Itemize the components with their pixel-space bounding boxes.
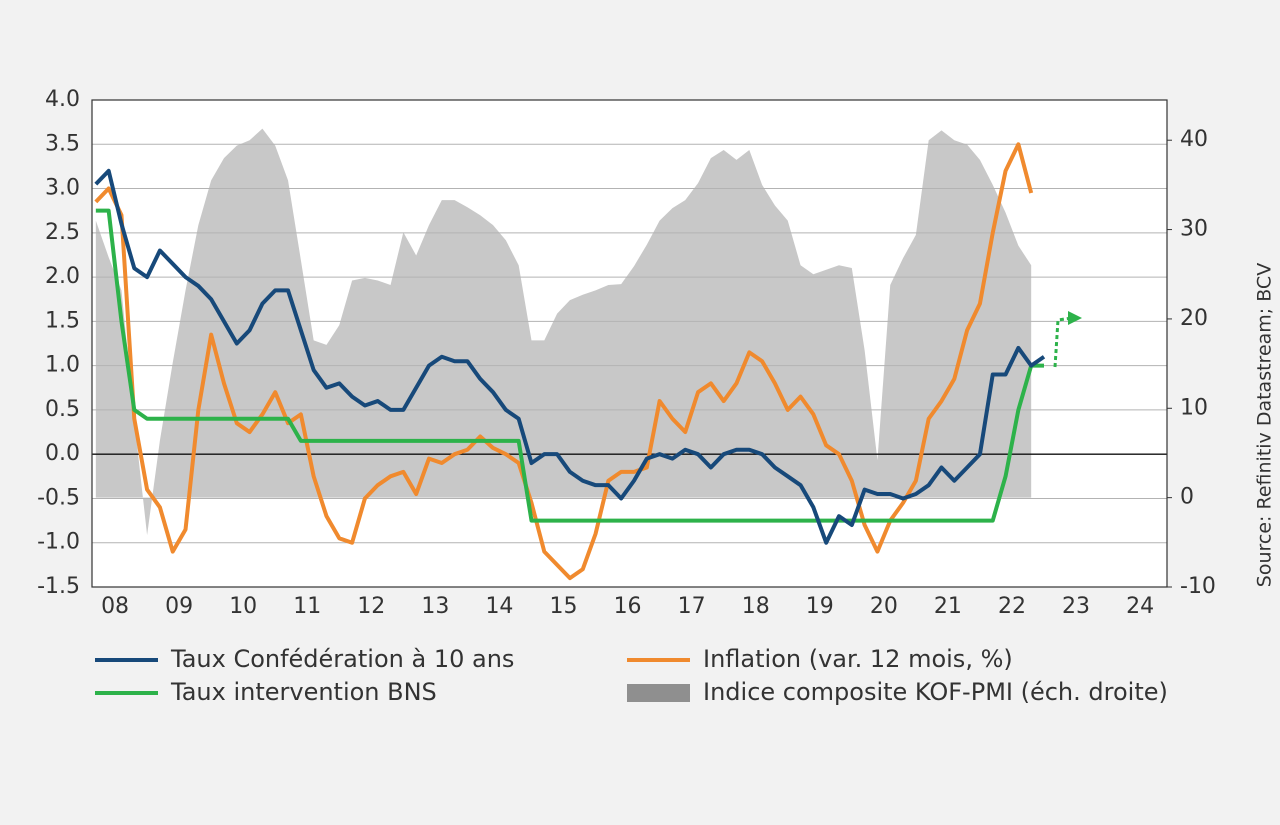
x-tick-label: 09 xyxy=(165,594,193,619)
y-tick-label: -1.5 xyxy=(37,574,80,599)
y-tick-label: -0.5 xyxy=(37,485,80,510)
forecast-arrow xyxy=(1053,311,1082,368)
x-tick-label: 14 xyxy=(485,594,513,619)
y2-tick-label: -10 xyxy=(1180,574,1216,599)
y2-tick-label: 40 xyxy=(1180,127,1208,152)
x-tick-label: 10 xyxy=(229,594,257,619)
y-tick-label: 0.5 xyxy=(45,397,80,422)
x-tick-label: 20 xyxy=(870,594,898,619)
forecast-line xyxy=(1053,316,1073,368)
x-tick-label: 08 xyxy=(101,594,129,619)
legend-swatch xyxy=(627,684,690,702)
source-note: Source: Refinitiv Datastream; BCV xyxy=(1254,263,1276,587)
x-tick-label: 23 xyxy=(1062,594,1090,619)
area-layer xyxy=(95,128,1032,536)
x-tick-label: 19 xyxy=(806,594,834,619)
y-tick-label: 1.0 xyxy=(45,353,80,378)
y2-tick-label: 20 xyxy=(1180,306,1208,331)
y-tick-label: 0.0 xyxy=(45,441,80,466)
y2-tick-label: 10 xyxy=(1180,395,1208,420)
line-series xyxy=(94,168,1046,545)
x-tick-label: 18 xyxy=(742,594,770,619)
plot-border xyxy=(91,99,1168,588)
y2-tick-label: 0 xyxy=(1180,485,1194,510)
y-tick-label: 2.5 xyxy=(45,220,80,245)
legend-label: Taux intervention BNS xyxy=(170,678,437,706)
x-tick-label: 17 xyxy=(678,594,706,619)
y-tick-label: 1.5 xyxy=(45,308,80,333)
legend-label: Indice composite KOF-PMI (éch. droite) xyxy=(703,678,1168,706)
x-tick-label: 22 xyxy=(998,594,1026,619)
y-tick-label: 2.0 xyxy=(45,264,80,289)
line-series xyxy=(94,142,1034,581)
x-tick-label: 16 xyxy=(614,594,642,619)
y-tick-label: 4.0 xyxy=(45,87,80,112)
arrow-head xyxy=(1068,311,1082,325)
x-tick-label: 12 xyxy=(357,594,385,619)
x-tick-label: 15 xyxy=(550,594,578,619)
legend-label: Taux Confédération à 10 ans xyxy=(170,645,514,673)
y-tick-label: 3.5 xyxy=(45,131,80,156)
y-tick-label: -1.0 xyxy=(37,530,80,555)
y-tick-label: 3.0 xyxy=(45,176,80,201)
x-tick-label: 21 xyxy=(934,594,962,619)
x-tick-label: 24 xyxy=(1126,594,1154,619)
line-series xyxy=(95,208,1044,523)
line-layer xyxy=(94,142,1046,581)
area-series xyxy=(95,128,1032,536)
y2-tick-label: 30 xyxy=(1180,217,1208,242)
x-tick-label: 13 xyxy=(421,594,449,619)
x-tick-label: 11 xyxy=(293,594,321,619)
legend-label: Inflation (var. 12 mois, %) xyxy=(703,645,1013,673)
